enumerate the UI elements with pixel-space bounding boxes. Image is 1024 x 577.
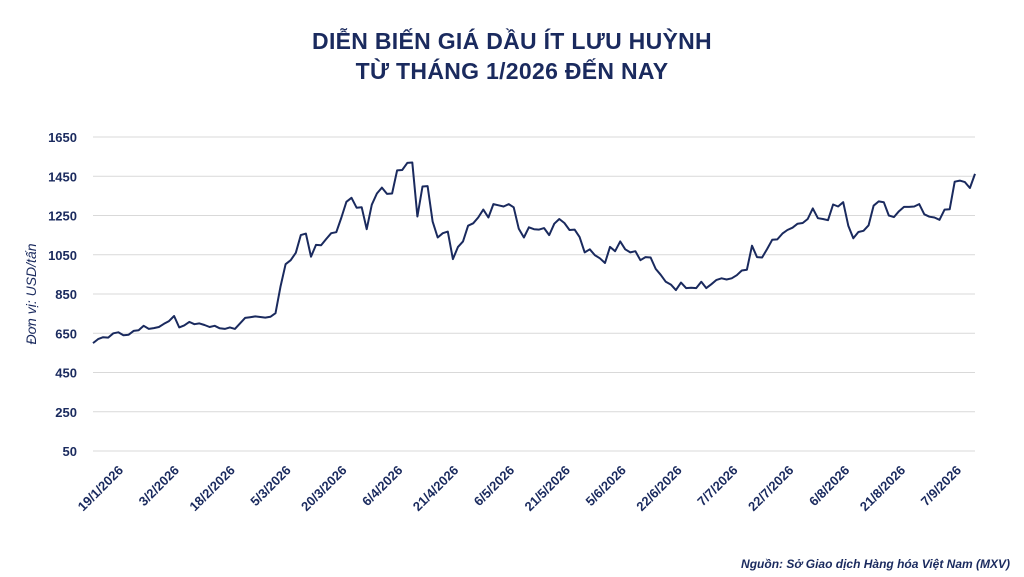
x-tick-label: 21/4/2026: [410, 463, 462, 515]
x-tick-label: 22/7/2026: [745, 463, 797, 515]
y-tick-label: 1650: [48, 130, 77, 145]
price-line: [92, 161, 976, 344]
y-tick-label: 1050: [48, 248, 77, 263]
y-tick-label: 50: [63, 444, 77, 459]
x-tick-label: 7/7/2026: [694, 463, 740, 509]
x-tick-label: 20/3/2026: [298, 463, 350, 515]
x-tick-label: 6/5/2026: [471, 463, 517, 509]
x-tick-label: 5/6/2026: [583, 463, 629, 509]
y-tick-label: 850: [55, 287, 77, 302]
x-tick-label: 22/6/2026: [633, 463, 685, 515]
x-tick-label: 21/5/2026: [522, 463, 574, 515]
chart-title-line-2: TỪ THÁNG 1/2026 ĐẾN NAY: [355, 58, 669, 84]
y-tick-label: 1450: [48, 169, 77, 184]
y-tick-label: 250: [55, 405, 77, 420]
x-tick-label: 6/4/2026: [359, 463, 405, 509]
y-tick-label: 650: [55, 326, 77, 341]
x-tick-label: 21/8/2026: [857, 463, 909, 515]
y-tick-label: 450: [55, 366, 77, 381]
chart-title-line-1: DIỄN BIẾN GIÁ DẦU ÍT LƯU HUỲNH: [312, 28, 712, 54]
x-tick-label: 19/1/2026: [75, 463, 127, 515]
y-axis-label: Đơn vị: USD/tấn: [23, 243, 39, 344]
x-tick-label: 18/2/2026: [186, 463, 238, 515]
x-tick-label: 6/8/2026: [806, 463, 852, 509]
chart-title: DIỄN BIẾN GIÁ DẦU ÍT LƯU HUỲNH TỪ THÁNG …: [0, 26, 1024, 86]
source-note: Nguồn: Sở Giao dịch Hàng hóa Việt Nam (M…: [741, 557, 1010, 571]
x-tick-label: 3/2/2026: [136, 463, 182, 509]
x-tick-label: 5/3/2026: [247, 463, 293, 509]
y-tick-label: 1250: [48, 209, 77, 224]
x-tick-label: 7/9/2026: [918, 463, 964, 509]
